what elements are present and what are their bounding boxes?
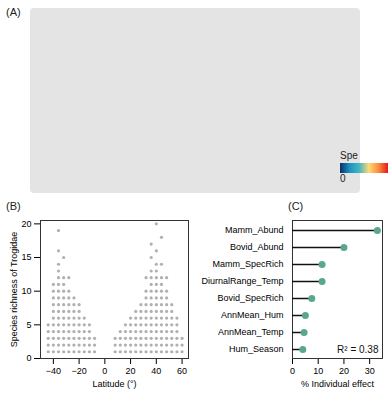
svg-text:10: 10 bbox=[313, 366, 323, 376]
svg-text:15: 15 bbox=[21, 252, 31, 262]
svg-text:Hum_Season: Hum_Season bbox=[229, 344, 284, 354]
html-text:0: 0 bbox=[340, 173, 346, 184]
svg-text:−20: −20 bbox=[71, 366, 86, 376]
svg-text:Mamm_SpecRich: Mamm_SpecRich bbox=[212, 259, 283, 269]
svg-text:40: 40 bbox=[151, 366, 161, 376]
svg-text:20: 20 bbox=[126, 366, 136, 376]
svg-text:60: 60 bbox=[177, 366, 187, 376]
html-text:(B): (B) bbox=[6, 200, 21, 212]
svg-text:0: 0 bbox=[102, 366, 107, 376]
svg-text:Bovid_SpecRich: Bovid_SpecRich bbox=[217, 293, 283, 303]
svg-text:AnnMean_Hum: AnnMean_Hum bbox=[221, 310, 284, 320]
svg-text:Mamm_Abund: Mamm_Abund bbox=[225, 225, 284, 235]
svg-text:0: 0 bbox=[290, 366, 295, 376]
svg-text:20: 20 bbox=[21, 219, 31, 229]
html-text:Spe: Spe bbox=[340, 150, 358, 161]
svg-text:30: 30 bbox=[365, 366, 375, 376]
html-text:(A): (A) bbox=[6, 6, 21, 18]
svg-text:0: 0 bbox=[26, 353, 31, 363]
html-text:(C): (C) bbox=[288, 200, 304, 212]
svg-text:−40: −40 bbox=[46, 366, 61, 376]
svg-text:AnnMean_Temp: AnnMean_Temp bbox=[218, 327, 284, 337]
svg-text:20: 20 bbox=[339, 366, 349, 376]
svg-text:Latitude (°): Latitude (°) bbox=[92, 379, 136, 389]
svg-text:DiurnalRange_Temp: DiurnalRange_Temp bbox=[201, 276, 283, 286]
svg-text:Species richness of Trogidae: Species richness of Trogidae bbox=[9, 232, 19, 348]
svg-text:% Individual effect: % Individual effect bbox=[301, 379, 374, 389]
svg-text:10: 10 bbox=[21, 286, 31, 296]
svg-text:R² = 0.38: R² = 0.38 bbox=[337, 344, 379, 355]
svg-text:Bovid_Abund: Bovid_Abund bbox=[230, 242, 284, 252]
svg-text:5: 5 bbox=[26, 320, 31, 330]
